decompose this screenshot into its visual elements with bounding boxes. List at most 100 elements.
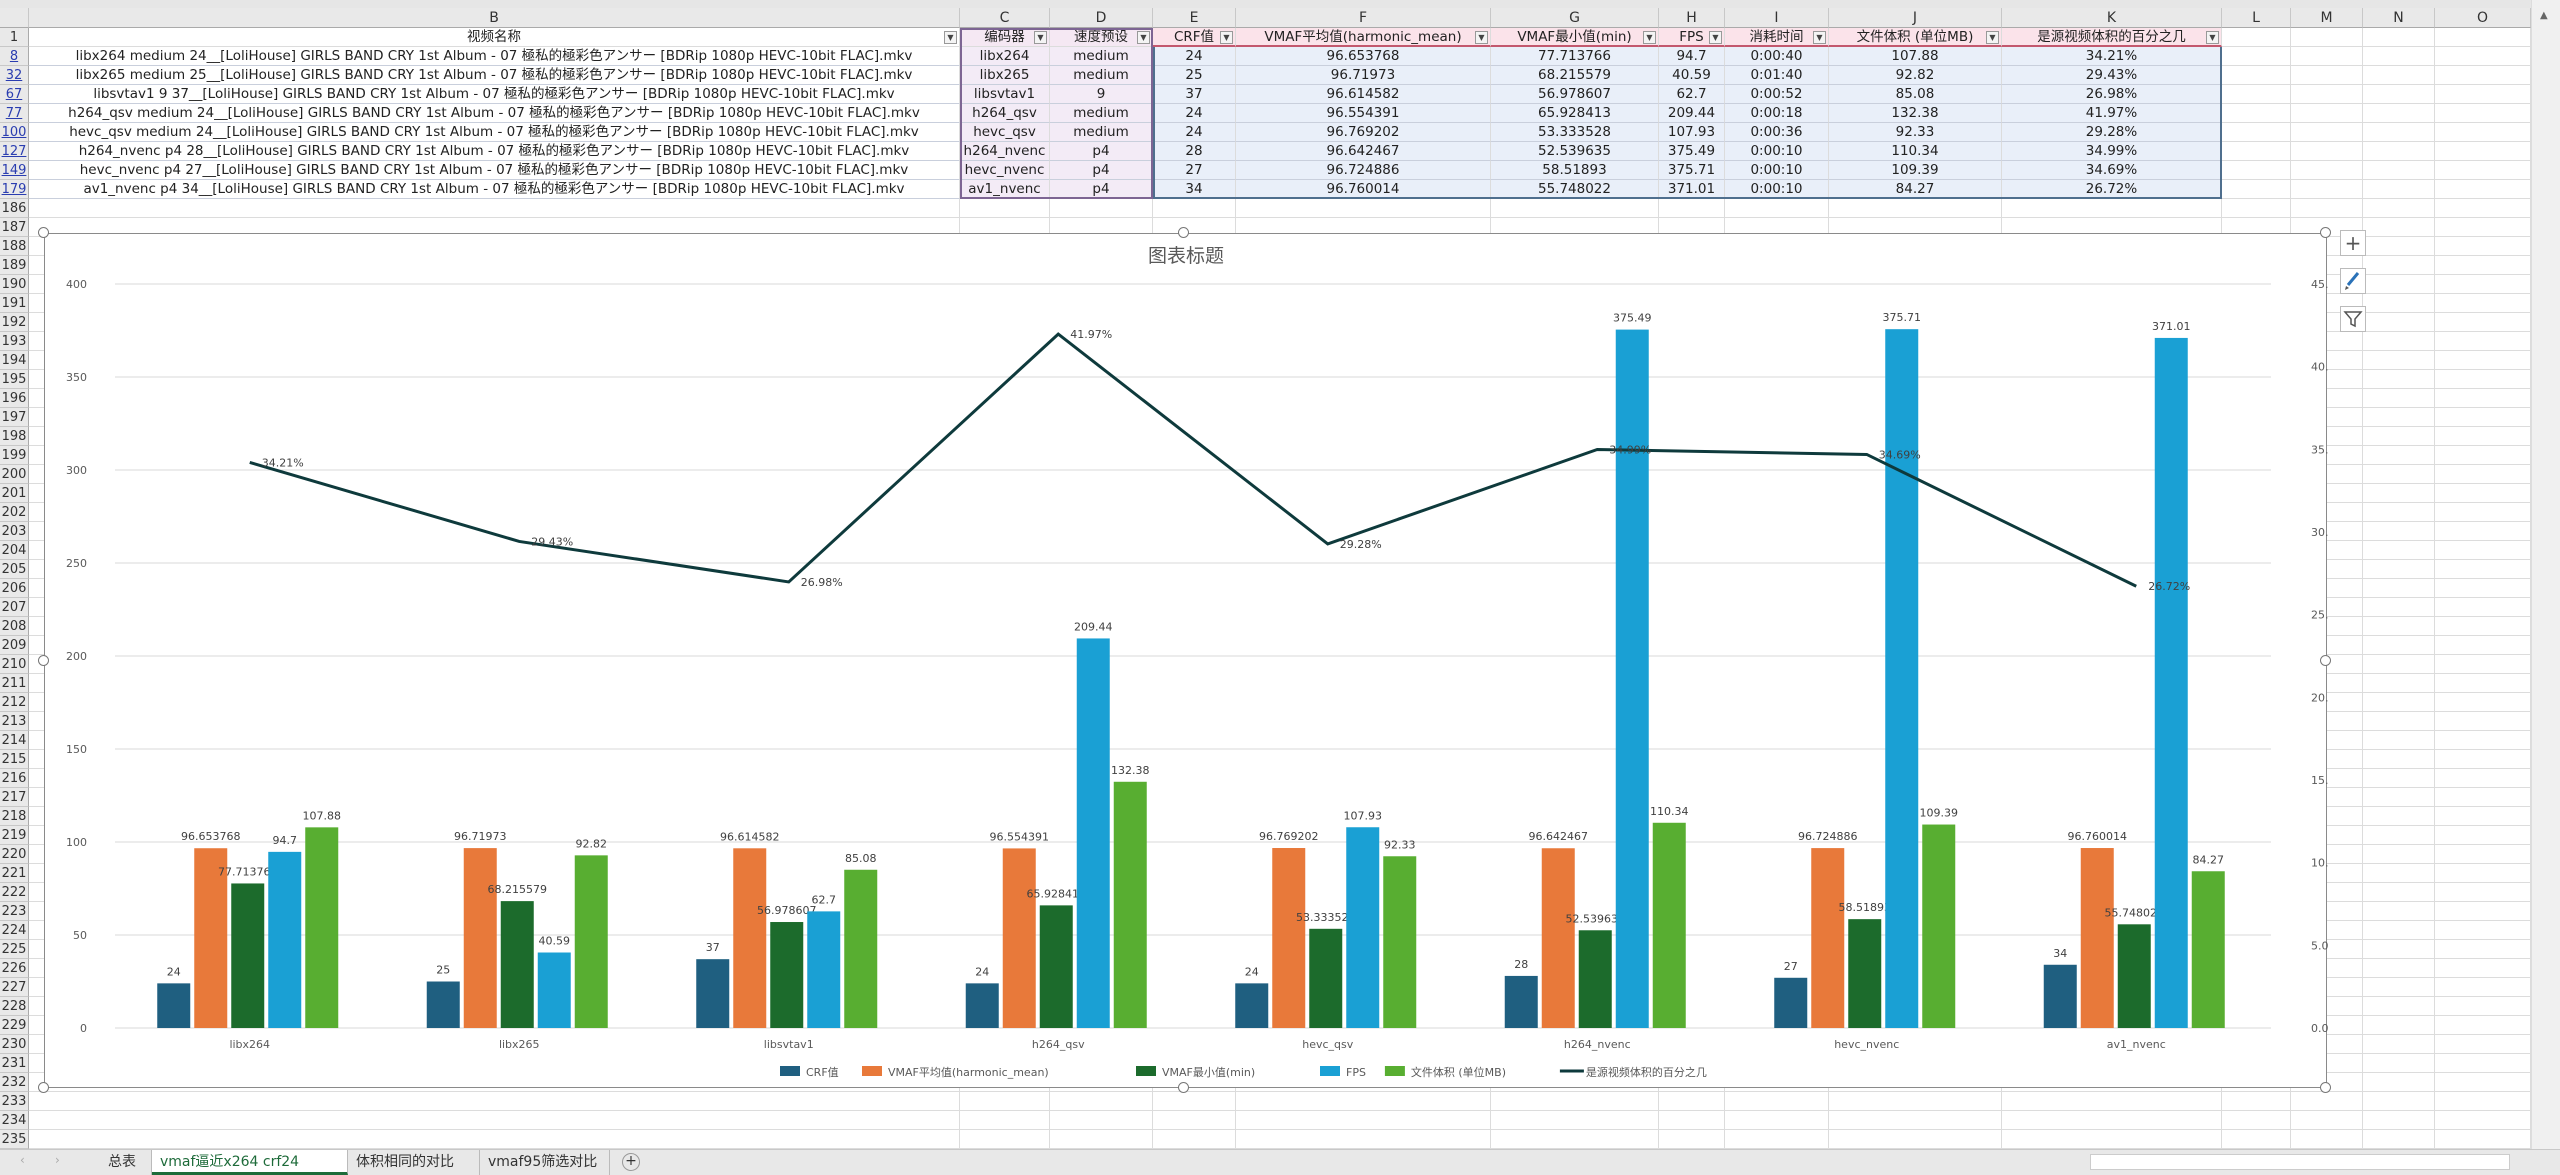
cell[interactable]	[2435, 541, 2531, 560]
cell[interactable]	[2363, 522, 2435, 541]
cell[interactable]	[2435, 484, 2531, 503]
cell[interactable]	[2002, 1130, 2222, 1149]
cell[interactable]	[2291, 351, 2363, 370]
cell[interactable]	[2435, 674, 2531, 693]
table-cell[interactable]: libsvtav1 9 37__[LoliHouse] GIRLS BAND C…	[29, 85, 960, 104]
row-header-222[interactable]: 222	[0, 883, 29, 902]
tab-scroll-right-icon[interactable]: ›	[55, 1153, 60, 1167]
cell[interactable]	[2291, 750, 2363, 769]
cell[interactable]	[2363, 636, 2435, 655]
cell[interactable]	[1829, 1111, 2002, 1130]
resize-handle[interactable]	[2320, 655, 2331, 666]
cell[interactable]	[2291, 427, 2363, 446]
table-cell[interactable]: 53.333528	[1491, 123, 1659, 142]
chart-filters-button[interactable]	[2340, 306, 2366, 332]
cell[interactable]	[1659, 1092, 1725, 1111]
table-cell[interactable]: av1_nvenc p4 34__[LoliHouse] GIRLS BAND …	[29, 180, 960, 199]
cell[interactable]	[2363, 655, 2435, 674]
filter-dropdown-button[interactable]: ▼	[1137, 31, 1150, 44]
table-cell[interactable]: 0:00:52	[1725, 85, 1829, 104]
table-cell[interactable]: 96.554391	[1236, 104, 1491, 123]
table-cell[interactable]: 56.978607	[1491, 85, 1659, 104]
table-cell[interactable]: 0:00:18	[1725, 104, 1829, 123]
row-header-220[interactable]: 220	[0, 845, 29, 864]
cell[interactable]	[2222, 123, 2291, 142]
cell[interactable]	[960, 1092, 1050, 1111]
table-header[interactable]: CRF值 ▼	[1153, 28, 1236, 47]
cell[interactable]	[2291, 123, 2363, 142]
cell[interactable]	[2002, 1111, 2222, 1130]
row-header-235[interactable]: 235	[0, 1130, 29, 1149]
cell[interactable]	[2291, 1092, 2363, 1111]
table-cell[interactable]: hevc_nvenc p4 27__[LoliHouse] GIRLS BAND…	[29, 161, 960, 180]
cell[interactable]	[2363, 199, 2435, 218]
cell[interactable]	[2363, 370, 2435, 389]
cell[interactable]	[2435, 978, 2531, 997]
row-header-232[interactable]: 232	[0, 1073, 29, 1092]
table-cell[interactable]: 77.713766	[1491, 47, 1659, 66]
table-cell[interactable]: 25	[1153, 66, 1236, 85]
chart-styles-button[interactable]	[2340, 268, 2366, 294]
table-cell[interactable]: 24	[1153, 47, 1236, 66]
cell[interactable]	[2291, 617, 2363, 636]
cell[interactable]	[2363, 1111, 2435, 1130]
cell[interactable]	[2363, 997, 2435, 1016]
cell[interactable]	[1725, 199, 1829, 218]
table-cell[interactable]: 96.760014	[1236, 180, 1491, 199]
row-header-149[interactable]: 149	[0, 161, 29, 180]
cell[interactable]	[2435, 1054, 2531, 1073]
cell[interactable]	[2363, 959, 2435, 978]
cell[interactable]	[1050, 199, 1153, 218]
cell[interactable]	[2363, 503, 2435, 522]
table-cell[interactable]: p4	[1050, 161, 1153, 180]
cell[interactable]	[2222, 47, 2291, 66]
cell[interactable]	[2435, 370, 2531, 389]
cell[interactable]	[2291, 142, 2363, 161]
cell[interactable]	[2363, 1073, 2435, 1092]
table-cell[interactable]: 0:00:36	[1725, 123, 1829, 142]
cell[interactable]	[2435, 1111, 2531, 1130]
cell[interactable]	[2435, 617, 2531, 636]
cell[interactable]	[2435, 769, 2531, 788]
cell[interactable]	[1491, 199, 1659, 218]
cell[interactable]	[2291, 598, 2363, 617]
row-header-190[interactable]: 190	[0, 275, 29, 294]
cell[interactable]	[2291, 541, 2363, 560]
cell[interactable]	[2435, 465, 2531, 484]
table-cell[interactable]: libx264	[960, 47, 1050, 66]
cell[interactable]	[2435, 47, 2531, 66]
cell[interactable]	[2291, 370, 2363, 389]
table-cell[interactable]: 24	[1153, 123, 1236, 142]
cell[interactable]	[2291, 1016, 2363, 1035]
cell[interactable]	[2291, 940, 2363, 959]
cell[interactable]	[2435, 959, 2531, 978]
row-header-192[interactable]: 192	[0, 313, 29, 332]
cell[interactable]	[2435, 161, 2531, 180]
table-cell[interactable]: libx264 medium 24__[LoliHouse] GIRLS BAN…	[29, 47, 960, 66]
tab-scroll-left-icon[interactable]: ‹	[20, 1153, 25, 1167]
cell[interactable]	[2363, 902, 2435, 921]
table-cell[interactable]: 375.49	[1659, 142, 1725, 161]
row-header-205[interactable]: 205	[0, 560, 29, 579]
cell[interactable]	[1829, 1130, 2002, 1149]
row-header-202[interactable]: 202	[0, 503, 29, 522]
filter-dropdown-button[interactable]: ▼	[944, 31, 957, 44]
cell[interactable]	[2291, 256, 2363, 275]
cell[interactable]	[2363, 1054, 2435, 1073]
cell[interactable]	[2435, 275, 2531, 294]
cell[interactable]	[2363, 104, 2435, 123]
column-header-J[interactable]: J	[1829, 8, 2002, 28]
cell[interactable]	[1236, 199, 1491, 218]
row-header-32[interactable]: 32	[0, 66, 29, 85]
filter-dropdown-button[interactable]: ▼	[1986, 31, 1999, 44]
table-cell[interactable]: 34.21%	[2002, 47, 2222, 66]
cell[interactable]	[2291, 845, 2363, 864]
table-header[interactable]: 速度预设 ▼	[1050, 28, 1153, 47]
cell[interactable]	[2435, 446, 2531, 465]
cell[interactable]	[2363, 465, 2435, 484]
cell[interactable]	[1659, 199, 1725, 218]
row-header-223[interactable]: 223	[0, 902, 29, 921]
cell[interactable]	[1491, 1111, 1659, 1130]
cell[interactable]	[2435, 845, 2531, 864]
cell[interactable]	[2435, 1092, 2531, 1111]
